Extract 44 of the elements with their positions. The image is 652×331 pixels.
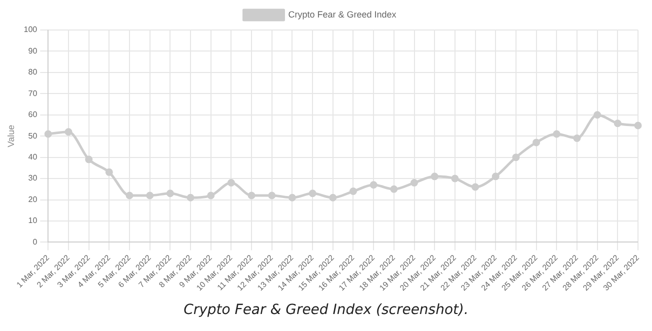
point: [410, 179, 418, 187]
y-tick-label: 50: [28, 131, 38, 140]
point: [248, 192, 256, 200]
y-tick-label: 100: [24, 25, 38, 34]
point: [268, 192, 276, 200]
y-tick-label: 20: [28, 194, 38, 204]
point: [227, 179, 235, 187]
point: [288, 194, 296, 202]
point: [349, 188, 357, 196]
y-tick-label: 80: [28, 68, 38, 77]
y-tick-label: 90: [28, 46, 38, 56]
point: [614, 120, 622, 128]
point: [573, 134, 581, 142]
point: [207, 192, 215, 200]
point: [44, 130, 52, 138]
point: [634, 122, 642, 130]
point: [308, 190, 316, 198]
point: [512, 154, 520, 162]
y-tick-label: 10: [28, 216, 38, 226]
y-axis-title: Value: [6, 124, 16, 148]
point: [370, 181, 378, 189]
point: [492, 172, 500, 180]
point: [146, 192, 154, 200]
point: [594, 111, 602, 119]
point: [430, 172, 438, 180]
y-tick-label: 30: [28, 174, 38, 183]
point: [85, 156, 93, 164]
point: [329, 194, 337, 202]
y-tick-label: 70: [28, 88, 38, 98]
point: [390, 185, 398, 193]
point: [64, 128, 72, 136]
point: [166, 190, 174, 198]
point: [186, 194, 194, 202]
point: [532, 138, 540, 146]
y-tick-label: 0: [32, 237, 38, 246]
y-tick-label: 60: [28, 110, 38, 120]
legend-label: Crypto Fear & Greed Index: [288, 9, 397, 20]
point: [451, 174, 459, 182]
point: [552, 130, 560, 138]
point: [126, 192, 134, 200]
point: [105, 168, 113, 176]
text: Crypto Fear & Greed Index (screenshot).: [182, 302, 470, 318]
y-tick-label: 40: [28, 152, 38, 162]
point: [472, 183, 480, 191]
